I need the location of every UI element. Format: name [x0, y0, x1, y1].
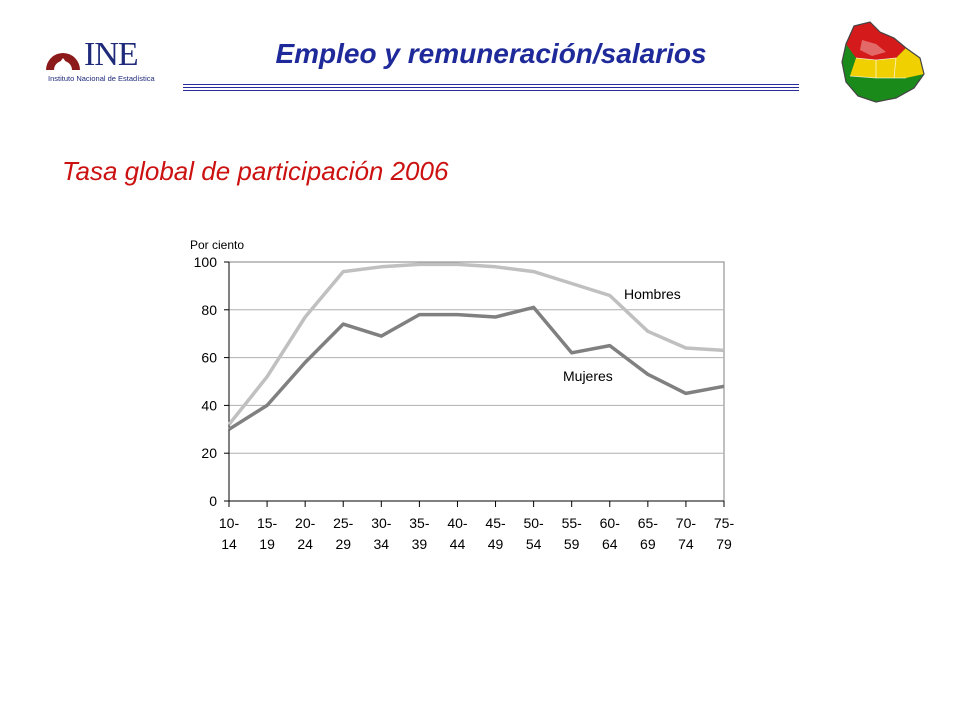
series-line-mujeres — [228, 305, 725, 431]
bolivia-map-icon — [841, 21, 925, 103]
y-tick-label: 20 — [201, 445, 217, 461]
x-tick-label: 54 — [526, 536, 542, 552]
x-tick-label: 15- — [257, 515, 278, 531]
x-tick-label: 59 — [564, 536, 580, 552]
ine-logo-mark-icon — [46, 53, 80, 70]
y-tick-label: 100 — [194, 254, 218, 270]
x-tick-label: 69 — [640, 536, 656, 552]
logo-subtext: Instituto Nacional de Estadística — [48, 74, 155, 83]
x-tick-label: 50- — [523, 515, 544, 531]
x-tick-label: 49 — [488, 536, 504, 552]
y-tick-label: 40 — [201, 397, 217, 413]
x-tick-label: 74 — [678, 536, 694, 552]
x-tick-label: 10- — [219, 515, 240, 531]
header-rule — [183, 84, 799, 93]
x-tick-label: 30- — [371, 515, 392, 531]
x-tick-label: 70- — [676, 515, 697, 531]
x-tick-label: 45- — [485, 515, 506, 531]
x-tick-label: 65- — [638, 515, 659, 531]
x-tick-label: 55- — [562, 515, 583, 531]
x-tick-label: 39 — [412, 536, 428, 552]
x-tick-label: 60- — [600, 515, 621, 531]
y-axis-label: Por ciento — [190, 238, 244, 252]
x-tick-label: 20- — [295, 515, 316, 531]
logo-text: INE — [84, 36, 139, 73]
chart-series — [227, 262, 725, 431]
x-tick-label: 64 — [602, 536, 618, 552]
x-tick-label: 40- — [447, 515, 468, 531]
x-tick-label: 75- — [714, 515, 735, 531]
chart-labels: 0 20 40 60 80 100 10- 14 15- 19 20- 24 25- 29 30- 34 35-… — [194, 254, 735, 552]
series-line-hombres — [227, 262, 725, 426]
x-tick-label: 35- — [409, 515, 430, 531]
page-title: Empleo y remuneración/salarios — [275, 38, 707, 69]
x-tick-label: 25- — [333, 515, 354, 531]
x-tick-label: 79 — [716, 536, 732, 552]
x-tick-label: 34 — [374, 536, 390, 552]
x-tick-label: 24 — [297, 536, 313, 552]
ine-logo: INE Instituto Nacional de Estadística — [44, 38, 174, 88]
y-tick-label: 60 — [201, 350, 217, 366]
series-label-mujeres: Mujeres — [563, 368, 613, 384]
y-tick-label: 0 — [209, 493, 217, 509]
chart-axes — [224, 261, 725, 507]
x-tick-label: 29 — [335, 536, 351, 552]
chart-subtitle: Tasa global de participación 2006 — [62, 156, 449, 186]
series-label-hombres: Hombres — [624, 286, 681, 302]
y-tick-label: 80 — [201, 302, 217, 318]
x-tick-label: 14 — [221, 536, 237, 552]
x-tick-label: 44 — [450, 536, 466, 552]
x-tick-label: 19 — [259, 536, 275, 552]
